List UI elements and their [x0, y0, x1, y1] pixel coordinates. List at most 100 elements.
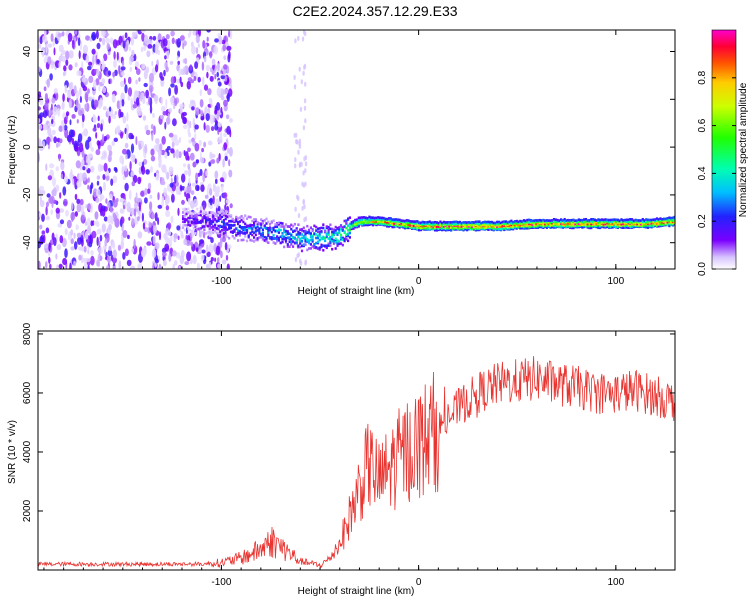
- spectrogram-cell: [186, 80, 191, 90]
- spectrogram-cell: [414, 223, 417, 227]
- spectrogram-cell: [281, 225, 284, 228]
- spectrogram-cell: [350, 221, 353, 224]
- spectrogram-cell: [332, 233, 335, 236]
- spectrogram-cell: [224, 214, 227, 218]
- spectrogram-cell: [434, 222, 437, 225]
- spectrogram-cell: [288, 245, 291, 248]
- spectrogram-cell: [168, 166, 174, 176]
- spectrogram-cell: [253, 223, 256, 226]
- spectrogram-cell: [151, 212, 155, 220]
- spectrogram-cell: [166, 171, 170, 180]
- spectrogram-cell: [228, 159, 231, 167]
- spectrogram-cell: [592, 220, 595, 223]
- spectrogram-cell: [615, 223, 618, 226]
- spectrogram-cell: [654, 220, 657, 224]
- spectrogram-cell: [668, 222, 671, 226]
- spectrogram-cell: [165, 34, 170, 40]
- spectrogram-cell: [222, 158, 225, 168]
- spectrogram-cell: [339, 233, 343, 237]
- spectrogram-cell: [581, 218, 584, 222]
- spectrogram-cell: [473, 225, 476, 228]
- spectrogram-cell: [96, 68, 100, 77]
- spectrogram-cell: [281, 232, 284, 235]
- spectrogram-cell: [107, 154, 112, 163]
- spectrogram-cell: [157, 204, 163, 209]
- spectrogram-cell: [316, 236, 320, 240]
- spectrogram-cell: [267, 229, 270, 232]
- spectrogram-cell: [57, 32, 63, 38]
- spectrogram-cell: [135, 79, 138, 85]
- spectrogram-cell: [268, 226, 272, 229]
- spectrogram-cell: [237, 229, 240, 232]
- spectrogram-cell: [636, 219, 639, 222]
- spectrogram-cell: [138, 77, 141, 82]
- spectrogram-cell: [272, 219, 275, 223]
- spectrogram-cell: [303, 98, 307, 104]
- spectrogram-cell: [118, 65, 121, 75]
- spectrogram-cell: [215, 231, 218, 235]
- spectrogram-cell: [529, 222, 533, 226]
- spectrogram-marks: [38, 30, 675, 269]
- spectrogram-cell: [155, 64, 159, 73]
- spectrogram-cell: [74, 30, 78, 35]
- spectrogram-cell: [53, 136, 58, 144]
- y-tick-label: 2000: [22, 499, 33, 522]
- spectrogram-cell: [613, 220, 616, 224]
- spectrogram-cell: [276, 240, 279, 243]
- spectrogram-cell: [290, 237, 293, 241]
- spectrogram-cell: [164, 151, 168, 159]
- spectrogram-cell: [96, 58, 100, 65]
- spectrogram-cell: [251, 227, 254, 230]
- spectrogram-cell: [223, 99, 228, 107]
- spectrogram-cell: [641, 224, 644, 227]
- spectrogram-cell: [170, 76, 175, 84]
- spectrogram-cell: [201, 216, 204, 219]
- colorbar-ticks: 0.00.20.40.60.8: [697, 70, 736, 276]
- spectrogram-cell: [175, 149, 180, 159]
- spectrogram-cell: [549, 221, 552, 225]
- spectrogram-cell: [483, 226, 486, 229]
- spectrogram-cell: [201, 226, 204, 229]
- spectrogram-cell: [338, 226, 341, 229]
- spectrogram-cell: [190, 190, 195, 196]
- snr-frame: [37, 330, 676, 571]
- spectrogram-cell: [324, 239, 327, 243]
- spectrogram-cell: [423, 222, 426, 226]
- spectrogram-cell: [300, 244, 304, 248]
- spectrogram-cell: [331, 230, 334, 234]
- spectrogram-cell: [600, 218, 603, 221]
- spectrogram-cell: [199, 89, 202, 97]
- spectrogram-cell: [92, 115, 97, 123]
- spectrogram-cell: [253, 218, 256, 221]
- spectrogram-cell: [55, 166, 60, 172]
- spectrogram-cell: [345, 234, 348, 238]
- spectrogram-cell: [251, 224, 254, 227]
- spectrogram-cell: [622, 219, 625, 222]
- spectrogram-cell: [224, 222, 227, 226]
- spectrogram-cell: [444, 226, 447, 229]
- spectrogram-cell: [519, 224, 522, 227]
- spectrogram-cell: [265, 226, 268, 230]
- spectrogram-cell: [208, 97, 212, 104]
- spectrogram-cell: [552, 222, 556, 225]
- spectrogram-cell: [469, 226, 472, 229]
- spectrogram-cell: [299, 239, 302, 243]
- spectrogram-cell: [144, 197, 148, 204]
- spectrogram-cell: [182, 207, 185, 211]
- spectrogram-cell: [290, 243, 293, 246]
- spectrogram-cell: [222, 232, 225, 235]
- spectrogram-cell: [38, 118, 41, 124]
- spectrogram-cell: [332, 228, 335, 232]
- spectrogram-cell: [302, 236, 305, 240]
- spectrogram-cell: [226, 92, 230, 102]
- spectrogram-cell: [286, 230, 289, 233]
- spectrogram-cell: [120, 111, 124, 118]
- spectrogram-cell: [304, 233, 307, 236]
- spectrogram-cell: [207, 140, 213, 146]
- spectrogram-cell: [108, 115, 111, 124]
- spectrogram-cell: [258, 222, 261, 226]
- spectrogram-cell: [87, 249, 90, 255]
- spectrogram-cell: [99, 97, 103, 106]
- spectrogram-cell: [126, 130, 129, 141]
- spectrogram-cell: [254, 238, 257, 242]
